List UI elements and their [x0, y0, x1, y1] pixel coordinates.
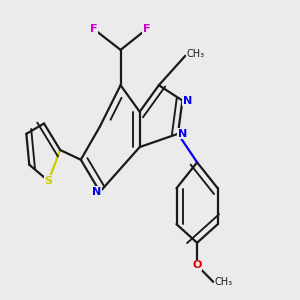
Text: N: N [183, 95, 192, 106]
Text: N: N [178, 129, 187, 139]
Text: CH₃: CH₃ [187, 49, 205, 59]
Text: CH₃: CH₃ [215, 277, 233, 287]
Text: N: N [92, 187, 102, 197]
Text: F: F [143, 24, 150, 34]
Text: F: F [90, 24, 98, 34]
Text: O: O [192, 260, 202, 270]
Text: S: S [44, 176, 52, 186]
